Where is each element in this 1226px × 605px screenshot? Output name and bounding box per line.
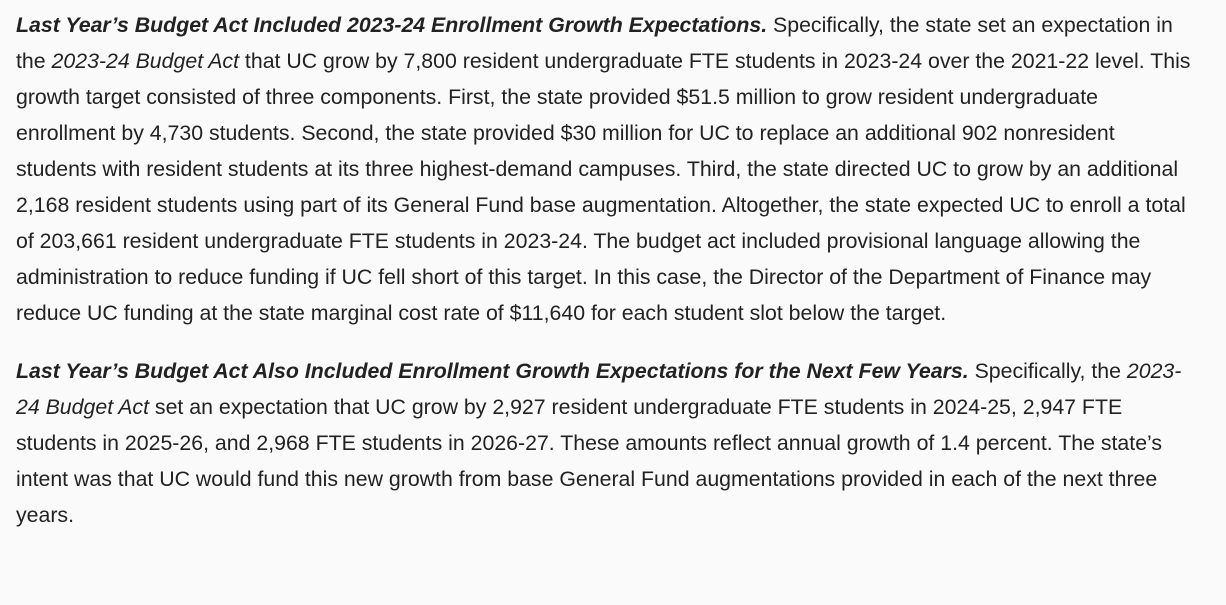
document-body: Last Year’s Budget Act Included 2023-24 … [16,7,1196,533]
paragraph-enrollment-growth-2023-24: Last Year’s Budget Act Included 2023-24 … [16,7,1196,331]
budget-act-title: 2023-24 Budget Act [51,49,240,73]
paragraph-lead-heading: Last Year’s Budget Act Included 2023-24 … [16,13,768,37]
paragraph-text: that UC grow by 7,800 resident undergrad… [16,49,1191,325]
budget-act-title: 2023-24 Budget Act [16,359,1182,419]
paragraph-lead-heading: Last Year’s Budget Act Also Included Enr… [16,359,969,383]
paragraph-enrollment-growth-future-years: Last Year’s Budget Act Also Included Enr… [16,353,1196,533]
paragraph-text: Specifically, the state set an expectati… [16,13,1173,73]
paragraph-text: set an expectation that UC grow by 2,927… [16,395,1163,527]
paragraph-text: Specifically, the [968,359,1127,383]
